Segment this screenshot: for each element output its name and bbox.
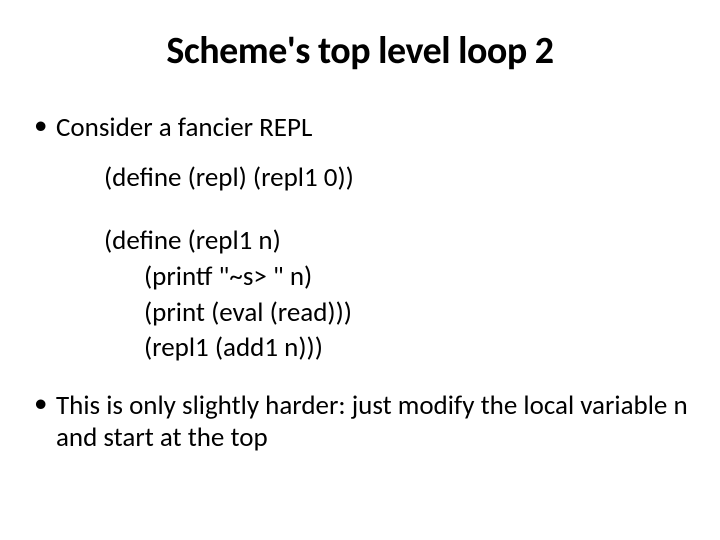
code-line-2: (define (repl1 n) [104, 223, 692, 259]
bullet-text-2: This is only slightly harder: just modif… [56, 389, 688, 454]
bullet-item-1: Consider a fancier REPL [28, 112, 692, 144]
code-line-1: (define (repl) (repl1 0)) [104, 160, 692, 196]
code-line-4: (print (eval (read))) [104, 295, 692, 331]
code-line-5: (repl1 (add1 n))) [104, 330, 692, 366]
code-gap [104, 195, 692, 223]
slide-title: Scheme's top level loop 2 [28, 28, 692, 74]
code-block: (define (repl) (repl1 0)) (define (repl1… [104, 160, 692, 366]
bullet-list-2: This is only slightly harder: just modif… [28, 390, 692, 454]
code-line-3: (printf "~s> " n) [104, 259, 692, 295]
bullet-item-2: This is only slightly harder: just modif… [28, 390, 692, 454]
bullet-text-1: Consider a fancier REPL [56, 111, 312, 144]
slide: Scheme's top level loop 2 Consider a fan… [0, 0, 720, 540]
bullet-list: Consider a fancier REPL [28, 112, 692, 144]
